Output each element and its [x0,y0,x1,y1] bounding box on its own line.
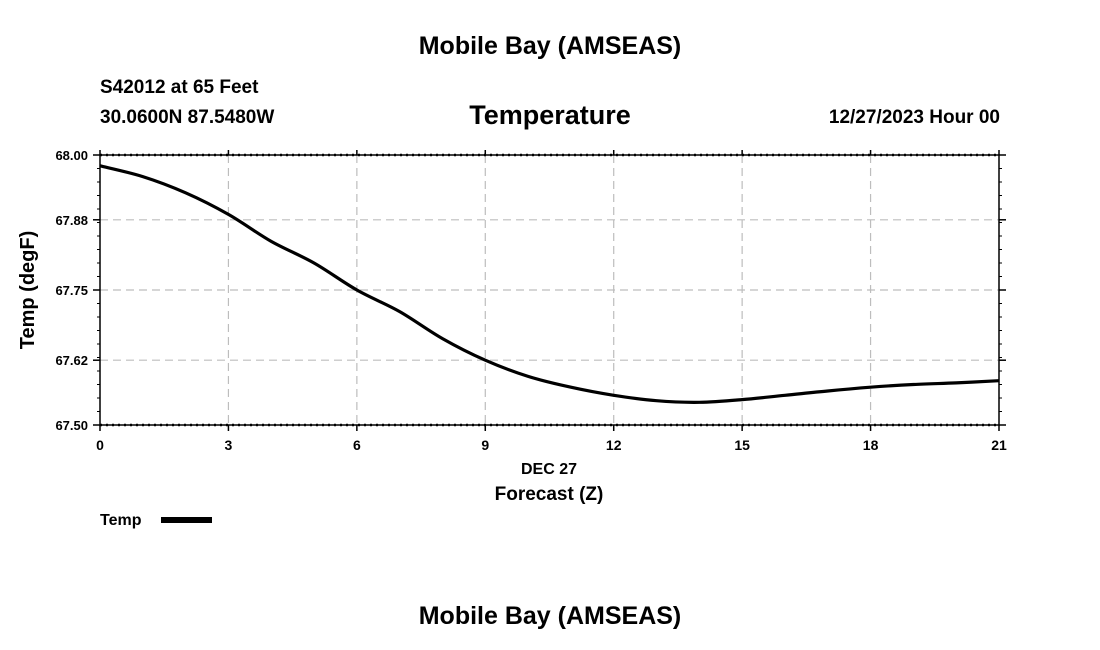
station-coordinates: 30.0600N 87.5480W [100,107,275,128]
station-label: S42012 at 65 Feet [100,77,259,98]
temp-series-line [99,164,1000,404]
x-tick-label: 3 [225,437,233,453]
x-tick-label: 18 [863,437,879,453]
legend-swatch-temp [161,517,212,523]
y-axis-ticks: 67.50 67.62 67.75 67.88 68.00 [55,148,1006,433]
grid-lines [100,155,999,425]
x-tick-label: 9 [481,437,489,453]
y-tick-label: 67.88 [55,213,88,228]
legend-label-temp: Temp [100,512,142,529]
x-tick-label: 15 [734,437,750,453]
variable-title: Temperature [469,100,631,130]
x-tick-label: 21 [991,437,1007,453]
chart-title: Mobile Bay (AMSEAS) [418,32,682,60]
y-tick-label: 68.00 [55,148,88,163]
x-tick-label: 12 [606,437,622,453]
legend: Temp [100,512,212,529]
x-axis-label: Forecast (Z) [495,484,604,505]
x-axis-ticks: 0 3 6 9 12 15 18 21 [96,150,1007,453]
x-axis-date-label: DEC 27 [521,461,577,478]
y-tick-label: 67.50 [55,418,88,433]
forecast-datetime: 12/27/2023 Hour 00 [828,107,1000,128]
y-tick-label: 67.75 [55,283,88,298]
footer-title: Mobile Bay (AMSEAS) [418,602,682,630]
x-tick-label: 0 [96,437,104,453]
y-tick-label: 67.62 [55,353,88,368]
x-tick-label: 6 [353,437,361,453]
y-axis-label: Temp (degF) [17,231,39,350]
